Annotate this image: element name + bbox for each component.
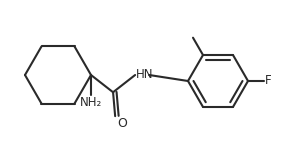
Text: O: O (117, 117, 127, 130)
Text: HN: HN (136, 68, 154, 81)
Text: NH₂: NH₂ (80, 96, 102, 109)
Text: F: F (265, 75, 271, 87)
